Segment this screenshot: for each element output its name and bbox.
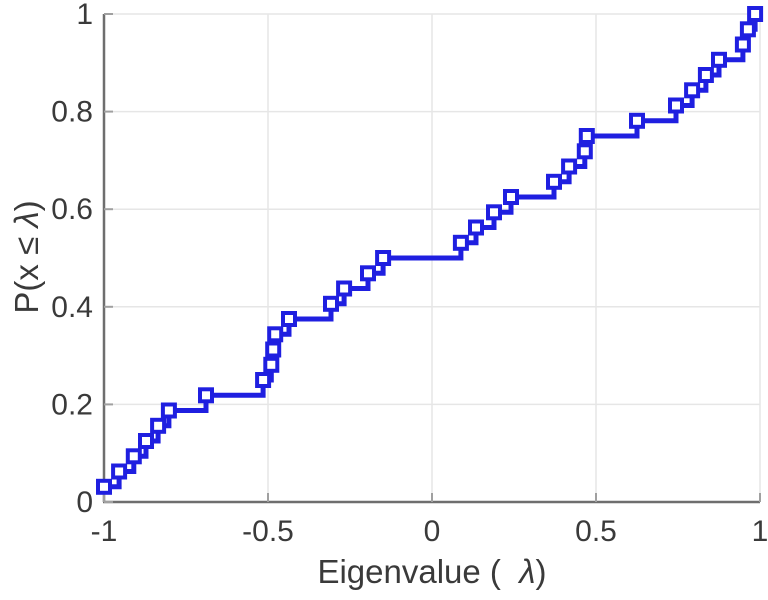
data-point-marker — [697, 67, 714, 83]
y-axis-label-text: P(x ≤ — [8, 228, 45, 314]
data-point-marker — [255, 372, 272, 388]
y-tick-label: 1 — [76, 0, 93, 31]
lambda-symbol: λ — [8, 211, 45, 229]
data-point-marker — [578, 128, 595, 144]
data-point-marker — [198, 387, 214, 404]
data-point-marker — [711, 51, 727, 68]
data-point-marker — [267, 326, 284, 343]
data-point-marker — [576, 143, 593, 160]
data-point-marker — [486, 204, 502, 221]
data-point-marker — [323, 295, 339, 312]
data-point-marker — [561, 158, 578, 175]
data-point-marker — [360, 265, 376, 282]
data-point-marker — [125, 448, 142, 465]
x-tick-label: -0.5 — [242, 515, 294, 548]
data-point-marker — [747, 6, 764, 22]
tick-label-layer: -1 -0.5 0 0.5 1 0 0.2 0.4 0.6 0.8 1 — [51, 0, 768, 548]
data-point-marker — [546, 173, 562, 190]
x-tick-label: 1 — [752, 515, 768, 548]
series-layer — [96, 6, 764, 495]
y-axis-label-close: ) — [8, 200, 45, 211]
data-point-marker — [160, 402, 177, 419]
y-axis-label: P(x ≤ λ) — [8, 200, 45, 313]
y-tick-label: 0.2 — [51, 388, 93, 421]
x-tick-label: -1 — [91, 515, 118, 548]
y-tick-label: 0.6 — [51, 193, 93, 226]
data-point-marker — [629, 112, 645, 129]
data-point-marker — [96, 478, 112, 495]
x-axis-label-text: Eigenvalue ( — [317, 553, 519, 590]
y-tick-label: 0 — [76, 486, 93, 519]
x-tick-label: 0 — [424, 515, 441, 548]
data-point-marker — [111, 463, 128, 480]
data-point-marker — [265, 341, 282, 358]
data-point-marker — [281, 311, 297, 327]
data-point-marker — [468, 219, 484, 236]
data-point-marker — [503, 189, 519, 205]
y-tick-label: 0.4 — [51, 291, 93, 324]
data-point-marker — [739, 21, 756, 38]
data-point-marker — [452, 234, 469, 251]
data-point-marker — [375, 250, 392, 266]
data-point-marker — [138, 433, 154, 449]
x-axis-label-close: ) — [536, 553, 547, 590]
data-point-marker — [336, 280, 353, 297]
data-point-marker — [150, 417, 167, 434]
lambda-symbol: λ — [517, 553, 535, 590]
data-point-marker — [734, 36, 751, 53]
x-axis-label: Eigenvalue ( λ) — [317, 553, 546, 590]
x-tick-label: 0.5 — [575, 515, 617, 548]
data-point-marker — [263, 356, 280, 373]
data-point-marker — [684, 82, 701, 99]
y-tick-label: 0.8 — [51, 96, 93, 129]
data-point-marker — [668, 97, 684, 114]
